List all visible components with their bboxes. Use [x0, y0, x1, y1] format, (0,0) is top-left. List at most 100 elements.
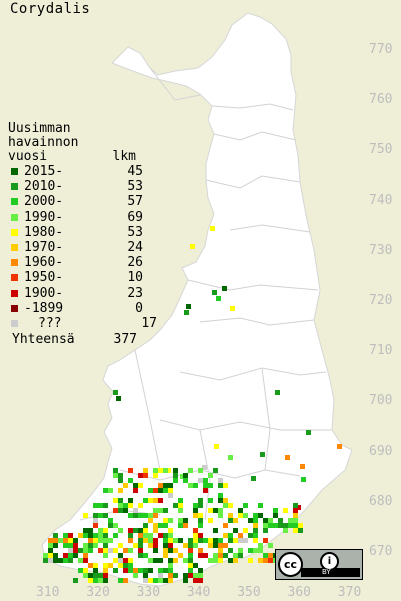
observation-square	[133, 488, 138, 493]
observation-square	[158, 483, 163, 488]
observation-square	[88, 563, 93, 568]
observation-square	[153, 543, 158, 548]
observation-square	[223, 483, 228, 488]
observation-square	[123, 558, 128, 563]
observation-square	[173, 573, 178, 578]
observation-square	[133, 528, 138, 533]
legend-swatch	[11, 198, 18, 206]
observation-square	[193, 528, 198, 533]
observation-square	[88, 543, 93, 548]
observation-square	[306, 430, 311, 435]
observation-square	[198, 538, 203, 543]
observation-square	[128, 468, 133, 473]
observation-square	[188, 538, 193, 543]
observation-square	[258, 503, 263, 508]
observation-square	[293, 518, 298, 523]
observation-square	[118, 488, 123, 493]
observation-square	[283, 528, 288, 533]
observation-square	[218, 538, 223, 543]
observation-square	[188, 573, 193, 578]
observation-square	[103, 538, 108, 543]
observation-square	[193, 513, 198, 518]
observation-square	[230, 306, 235, 311]
observation-square	[228, 538, 233, 543]
observation-square	[213, 558, 218, 563]
observation-square	[203, 538, 208, 543]
observation-square	[218, 553, 223, 558]
observation-square	[168, 563, 173, 568]
y-tick-label: 770	[369, 42, 393, 57]
observation-square	[213, 543, 218, 548]
observation-square	[113, 468, 118, 473]
observation-square	[233, 518, 238, 523]
map-title: Corydalis	[10, 1, 91, 17]
legend-total-count: 377	[113, 331, 137, 347]
observation-square	[148, 533, 153, 538]
observation-square	[158, 578, 163, 583]
observation-square	[222, 286, 227, 291]
observation-square	[138, 543, 143, 548]
observation-square	[108, 523, 113, 528]
legend-row-label: 2000-	[24, 194, 64, 210]
observation-square	[88, 538, 93, 543]
observation-square	[186, 304, 191, 309]
observation-square	[83, 548, 88, 553]
legend-column-headers: vuosi lkm	[6, 150, 136, 164]
observation-square	[258, 513, 263, 518]
observation-squares	[43, 226, 342, 583]
observation-square	[163, 508, 168, 513]
observation-square	[113, 558, 118, 563]
observation-square	[228, 503, 233, 508]
observation-square	[128, 548, 133, 553]
observation-square	[268, 558, 273, 563]
observation-square	[133, 573, 138, 578]
legend-row-count: 53	[127, 179, 143, 195]
observation-square	[173, 478, 178, 483]
observation-square	[253, 548, 258, 553]
legend-row-count: 45	[127, 164, 143, 180]
observation-square	[63, 543, 68, 548]
observation-square	[98, 513, 103, 518]
cc-icon: cc	[278, 552, 303, 577]
observation-square	[193, 543, 198, 548]
observation-square	[163, 553, 168, 558]
observation-square	[168, 488, 173, 493]
observation-square	[128, 498, 133, 503]
observation-square	[212, 290, 217, 295]
observation-square	[83, 558, 88, 563]
observation-square	[258, 543, 263, 548]
observation-square	[168, 578, 173, 583]
observation-square	[168, 528, 173, 533]
observation-square	[143, 473, 148, 478]
observation-square	[123, 508, 128, 513]
y-tick-label: 760	[369, 92, 393, 108]
observation-square	[202, 465, 207, 470]
observation-square	[53, 558, 58, 563]
observation-square	[128, 513, 133, 518]
observation-square	[223, 543, 228, 548]
observation-square	[213, 528, 218, 533]
observation-square	[158, 573, 163, 578]
license-badge[interactable]: cc i BY	[275, 549, 363, 580]
observation-square	[113, 473, 118, 478]
observation-square	[213, 553, 218, 558]
observation-square	[198, 573, 203, 578]
legend-row: 1900- 23	[6, 286, 157, 301]
y-tick-label: 750	[369, 142, 393, 158]
legend-total-label: Yhteensä	[12, 331, 75, 347]
observation-square	[63, 533, 68, 538]
observation-square	[118, 558, 123, 563]
observation-square	[193, 563, 198, 568]
observation-square	[193, 573, 198, 578]
observation-square	[228, 513, 233, 518]
observation-square	[168, 558, 173, 563]
observation-square	[133, 513, 138, 518]
observation-square	[238, 553, 243, 558]
observation-square	[148, 578, 153, 583]
legend-row-label: -1899	[24, 300, 64, 316]
observation-square	[238, 548, 243, 553]
observation-square	[183, 578, 188, 583]
observation-square	[158, 488, 163, 493]
observation-square	[188, 548, 193, 553]
